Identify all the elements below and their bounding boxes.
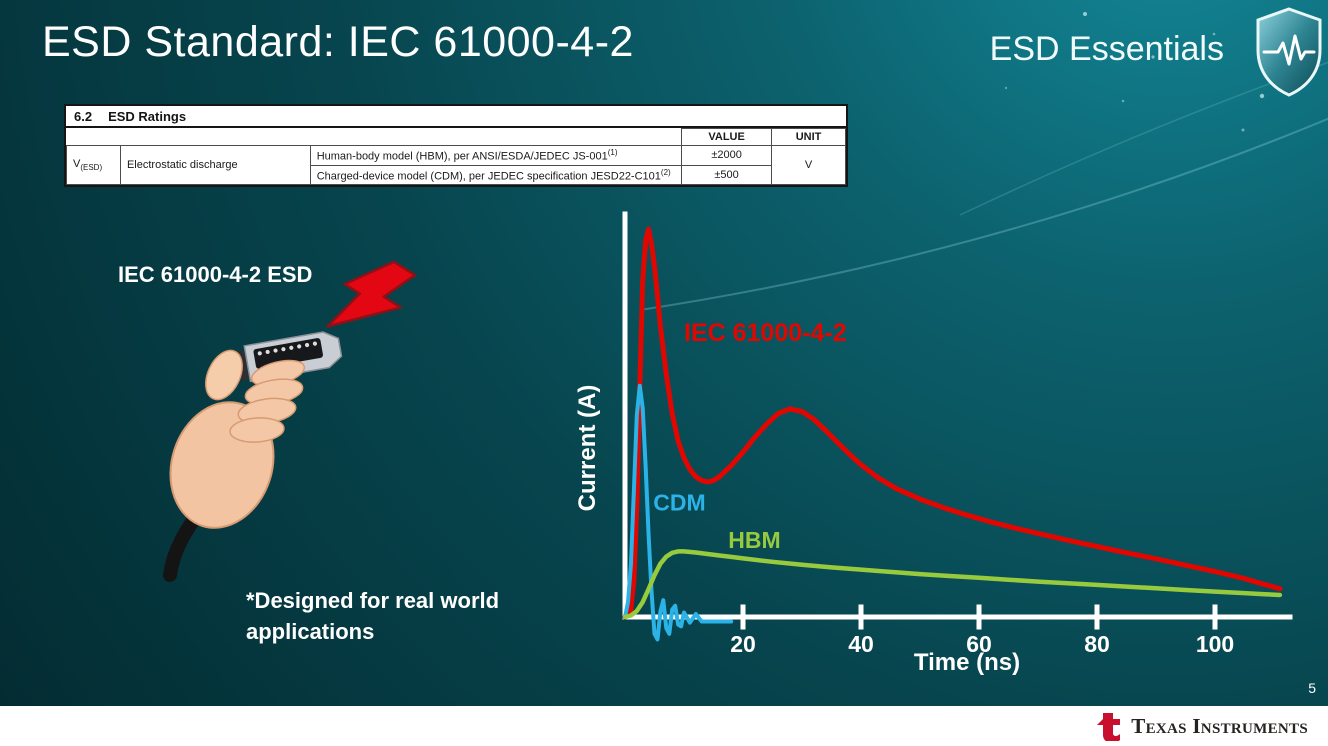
thumb <box>205 349 243 401</box>
table-section-header: 6.2 ESD Ratings <box>66 106 846 128</box>
table-header-row: VALUE UNIT <box>67 128 846 146</box>
series-label-hbm: HBM <box>728 527 780 553</box>
section-number: 6.2 <box>74 109 93 124</box>
series-label-iec-61000-4-2: IEC 61000-4-2 <box>684 319 847 347</box>
x-tick-label: 80 <box>1084 631 1110 657</box>
value-column-header: VALUE <box>681 128 773 146</box>
designed-note: *Designed for real world applications <box>246 588 500 644</box>
hbm-value-cell: ±2000 <box>681 145 773 166</box>
table-row: Charged-device model (CDM), per JEDEC sp… <box>67 164 846 186</box>
hand-connector-illustration <box>163 260 417 582</box>
waveform-chart: Current (A) Time (ns) 20 40 60 80 100 IEC 610… <box>575 211 1293 676</box>
series-curve-iec-61000-4-2 <box>622 226 1283 620</box>
parameter-cell: Electrostatic discharge <box>119 144 311 186</box>
ti-logo-icon <box>1097 713 1121 741</box>
series-curve-hbm <box>622 549 1283 620</box>
x-axis-title: Time (ns) <box>914 649 1020 676</box>
y-axis-title: Current (A) <box>575 385 601 512</box>
x-tick-label: 100 <box>1196 631 1234 657</box>
page-number: 5 <box>1308 680 1316 696</box>
unit-column-header: UNIT <box>771 128 846 146</box>
esd-shield-icon <box>1256 7 1322 97</box>
iec-esd-heading: IEC 61000-4-2 ESD <box>118 262 313 287</box>
table-row: V(ESD) Electrostatic discharge Human-bod… <box>66 144 846 186</box>
hbm-description-cell: Human-body model (HBM), per ANSI/ESDA/JE… <box>309 145 683 166</box>
unit-cell: V <box>771 144 846 186</box>
ti-logo-text: Texas Instruments <box>1131 713 1308 738</box>
finger <box>229 417 285 443</box>
esd-ratings-table: 6.2 ESD Ratings VALUE UNIT V(ESD) Electr… <box>64 104 848 188</box>
series-label-cdm: CDM <box>653 490 705 516</box>
lightning-bolt-icon <box>326 260 417 328</box>
cdm-description-cell: Charged-device model (CDM), per JEDEC sp… <box>309 164 683 186</box>
footer-bar: Texas Instruments <box>0 706 1328 746</box>
section-title: ESD Ratings <box>108 109 187 124</box>
pulse-line-icon <box>1262 34 1316 66</box>
x-tick-label: 60 <box>966 631 992 657</box>
page-title: ESD Standard: IEC 61000-4-2 <box>42 18 634 66</box>
series-curve-cdm <box>623 383 734 642</box>
program-title: ESD Essentials <box>989 30 1224 68</box>
cdm-value-cell: ±500 <box>681 164 773 186</box>
symbol-cell: V(ESD) <box>66 144 121 186</box>
x-tick-label: 20 <box>730 631 756 657</box>
x-tick-label: 40 <box>848 631 874 657</box>
